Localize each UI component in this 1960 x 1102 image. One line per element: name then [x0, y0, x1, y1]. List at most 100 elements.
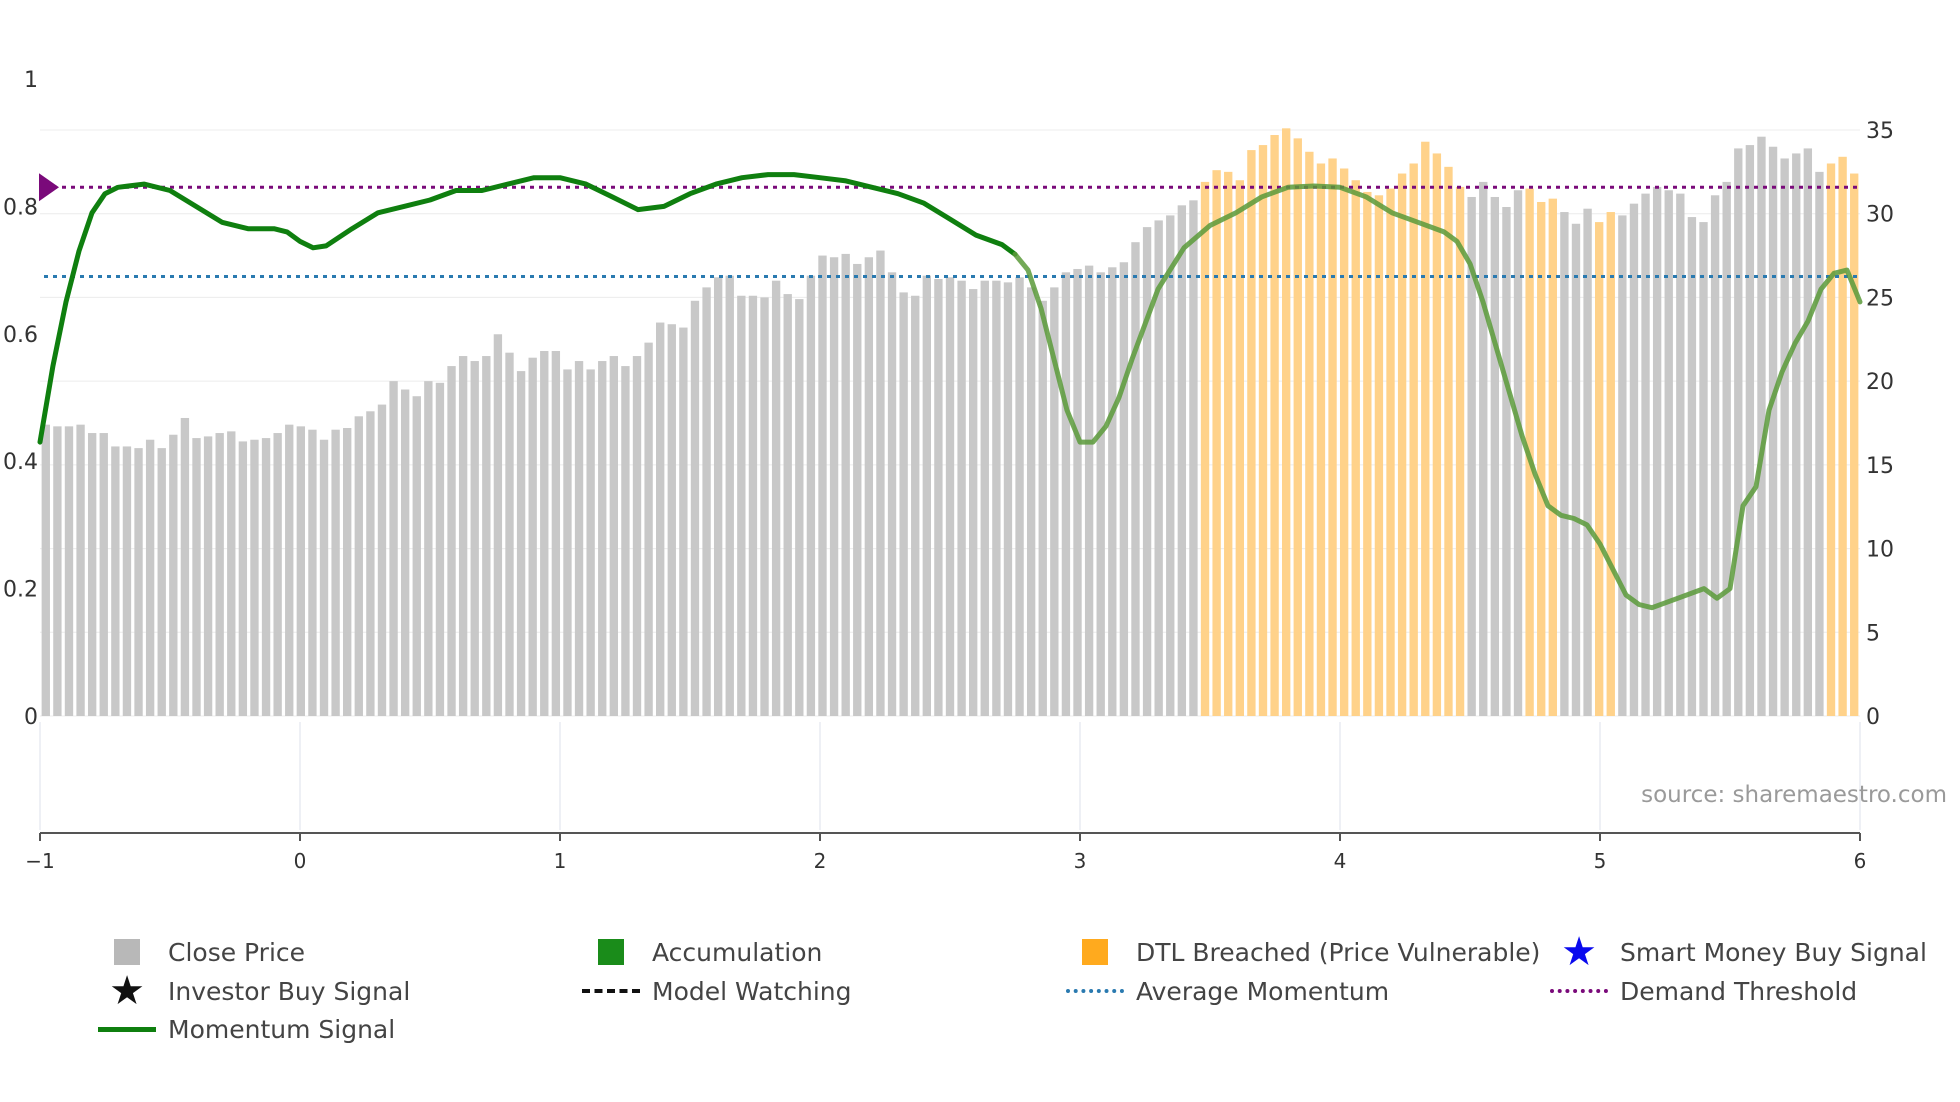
price-bar: [1131, 242, 1140, 716]
price-bar: [690, 300, 700, 716]
demand-marker: [39, 173, 59, 202]
price-bar: [458, 356, 468, 716]
price-bar: [366, 411, 375, 716]
price-bar: [899, 292, 908, 716]
price-bar: [1189, 200, 1198, 716]
price-bar: [354, 416, 363, 716]
price-bar: [1606, 212, 1615, 717]
price-bar: [574, 361, 584, 716]
price-bar: [945, 277, 955, 716]
price-bar: [1397, 173, 1407, 716]
price-bar: [992, 280, 1001, 716]
price-bar: [1363, 191, 1372, 716]
price-bar: [1050, 287, 1059, 716]
price-bar: [540, 351, 549, 716]
right-tick-label: 25: [1866, 286, 1894, 311]
price-bar: [783, 294, 792, 716]
price-bar: [1432, 153, 1442, 716]
price-bar: [331, 429, 340, 716]
price-bar: [1467, 196, 1476, 717]
price-bar: [806, 275, 816, 716]
price-bar: [308, 429, 317, 716]
price-bar: [122, 446, 132, 716]
price-bar: [1664, 190, 1673, 716]
price-bar: [621, 366, 630, 716]
price-bar: [1479, 181, 1488, 716]
price-bar: [389, 381, 398, 716]
price-bar: [1780, 158, 1789, 716]
price-bar: [887, 272, 897, 716]
price-bar: [53, 426, 62, 716]
price-bar: [1316, 163, 1326, 717]
price-bar: [1838, 156, 1847, 717]
price-bar: [343, 428, 352, 716]
price-bar: [1026, 287, 1036, 716]
price-bar: [377, 404, 387, 716]
price-bar: [203, 436, 213, 716]
price-bar: [864, 257, 874, 716]
price-bar: [644, 342, 653, 716]
left-tick-label: 0: [24, 705, 38, 730]
price-bar: [1200, 181, 1210, 716]
price-bar: [1652, 186, 1662, 716]
price-bar: [482, 356, 491, 716]
price-bar: [400, 389, 410, 716]
price-bar: [1513, 190, 1523, 716]
price-bar: [737, 295, 746, 716]
price-bar: [1455, 186, 1465, 716]
x-tick-label: 4: [1334, 849, 1347, 873]
price-bar: [656, 322, 665, 716]
price-bar: [1247, 150, 1256, 717]
price-bar: [447, 366, 456, 716]
price-bar: [1826, 163, 1836, 717]
price-bar: [667, 324, 676, 716]
price-bar: [1073, 268, 1082, 716]
price-bar: [1038, 300, 1047, 716]
price-bar: [563, 369, 572, 716]
price-bar: [1003, 282, 1013, 716]
demand-marker-icon: [39, 173, 59, 202]
price-bar: [1258, 145, 1268, 716]
price-bar: [99, 433, 108, 716]
price-bar: [493, 334, 503, 716]
left-tick-label: 0.4: [3, 450, 38, 475]
price-bar: [227, 431, 236, 716]
right-axis-ticks: 0 5 10 15 20 25 30 35: [1866, 119, 1894, 730]
price-bar: [1745, 145, 1755, 716]
momentum-line-solid: [37, 172, 1018, 445]
price-bar: [1815, 171, 1824, 717]
price-bar: [250, 439, 259, 716]
price-bar: [713, 277, 723, 716]
x-tick-label: 6: [1854, 849, 1867, 873]
price-bar: [1629, 203, 1639, 717]
price-bar: [215, 433, 224, 716]
left-tick-label: 0.6: [3, 323, 38, 348]
price-bar: [285, 424, 294, 716]
right-tick-label: 20: [1866, 370, 1894, 395]
price-bar: [1015, 277, 1024, 716]
price-bar: [1583, 208, 1592, 716]
price-bar: [1734, 148, 1743, 717]
price-bar: [76, 424, 85, 716]
x-tick-label: 0: [294, 849, 307, 873]
price-bar: [725, 275, 734, 716]
right-tick-label: 15: [1866, 454, 1894, 479]
price-bar: [586, 369, 595, 716]
price-bar: [632, 356, 642, 716]
left-tick-label: 0.8: [3, 195, 38, 220]
price-bar: [145, 439, 155, 716]
left-axis-ticks: 0 0.2 0.4 0.6 0.8 1: [3, 68, 38, 730]
price-bar: [1421, 141, 1430, 717]
price-bar: [1792, 153, 1801, 716]
price-bar: [980, 280, 989, 716]
right-tick-label: 30: [1866, 203, 1894, 228]
price-bar: [1293, 138, 1302, 716]
price-bar: [505, 352, 514, 716]
price-bar: [771, 280, 781, 716]
price-bar: [969, 289, 978, 716]
price-bar: [934, 279, 943, 716]
price-bar: [1270, 135, 1279, 716]
price-bar: [1722, 181, 1731, 716]
price-bar: [296, 426, 305, 716]
